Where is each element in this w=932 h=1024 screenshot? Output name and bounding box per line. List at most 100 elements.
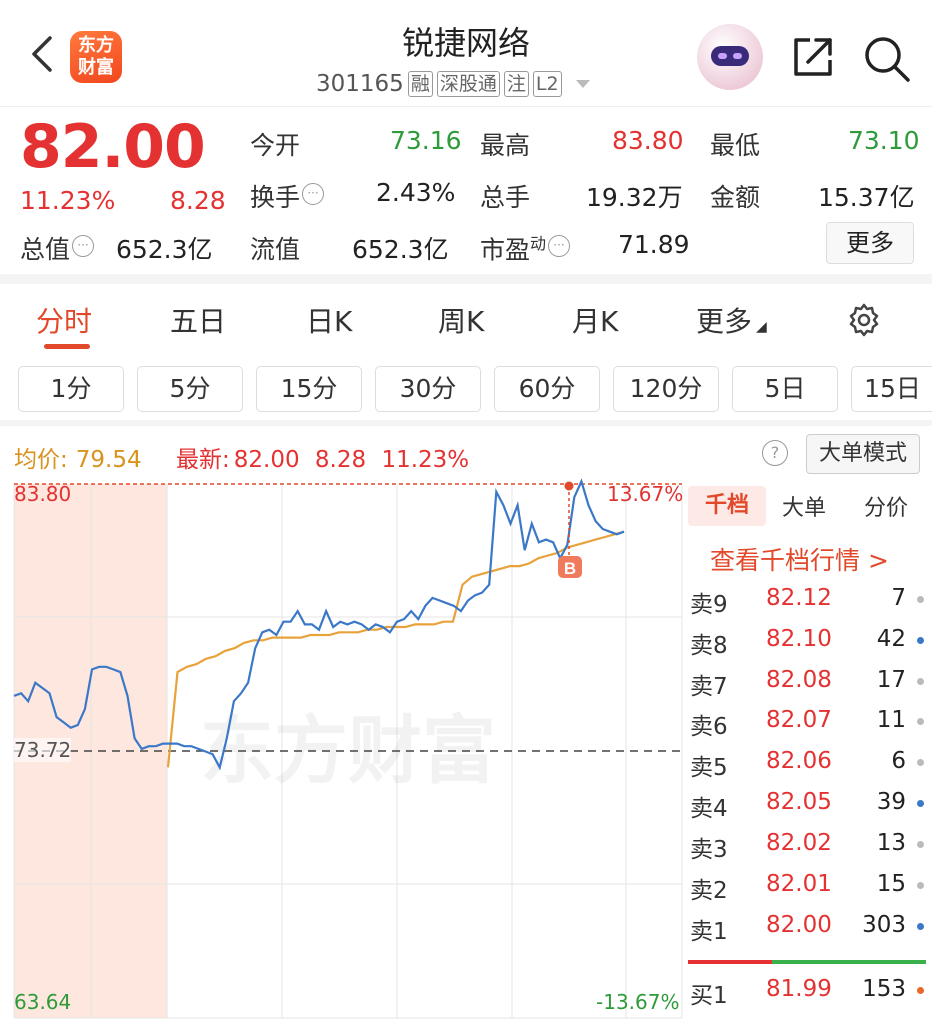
orderbook-row[interactable]: 卖2 82.01 15: [688, 871, 928, 905]
orderbook-price: 82.05: [766, 789, 832, 815]
period-15day[interactable]: 15日: [851, 366, 932, 412]
turnover-value: 2.43%: [376, 178, 456, 207]
tab-more[interactable]: 更多 ◢: [696, 305, 767, 338]
intraday-chart[interactable]: 东方财富 B 83.80 13.67% 73.72 63.64 -13.67%: [0, 478, 686, 1024]
orderbook-side: 卖8: [690, 633, 728, 659]
period-5min[interactable]: 5分: [137, 366, 243, 412]
view-depth-link[interactable]: 查看千档行情 >: [710, 546, 889, 575]
chart-watermark: 东方财富: [200, 709, 496, 792]
high-value: 83.80: [612, 126, 684, 155]
orderbook-side: 卖7: [690, 674, 728, 700]
orderbook-side: 卖2: [690, 878, 728, 904]
orderbook-side: 买1: [690, 983, 728, 1009]
orderbook-row[interactable]: 卖3 82.02 13: [688, 830, 928, 864]
orderbook-row[interactable]: 卖1 82.00 303: [688, 912, 928, 946]
y-axis-bottom-label: 63.64: [14, 990, 72, 1014]
active-tab-indicator: [44, 344, 90, 349]
orderbook-volume: 17: [876, 667, 906, 693]
orderbook-dot: [917, 718, 924, 725]
prev-close-label: 73.72: [14, 738, 72, 762]
app-logo: 东方 财富: [70, 31, 122, 83]
tab-weekly-k[interactable]: 周K: [438, 305, 485, 338]
float-value: 652.3亿: [352, 235, 449, 264]
orderbook-dot: [917, 759, 924, 766]
app-header: 东方 财富 锐捷网络 301165 融 深股通 注 L2: [0, 0, 932, 107]
more-dots-icon[interactable]: ···: [548, 235, 571, 257]
orderbook-price: 82.10: [766, 626, 832, 652]
tab-intraday[interactable]: 分时: [36, 305, 93, 338]
orderbook-tab-bigorder[interactable]: 大单: [782, 496, 827, 521]
amount-label: 金额: [710, 183, 761, 212]
orderbook-volume: 13: [876, 830, 906, 856]
orderbook-tab-price[interactable]: 分价: [864, 496, 909, 521]
period-15min[interactable]: 15分: [256, 366, 362, 412]
orderbook-row[interactable]: 卖8 82.10 42: [688, 626, 928, 660]
orderbook-row[interactable]: 卖4 82.05 39: [688, 789, 928, 823]
orderbook-price: 82.12: [766, 585, 832, 611]
period-1min[interactable]: 1分: [18, 366, 124, 412]
pe-label: 市盈动 ···: [480, 230, 571, 266]
y-axis-top-pct: 13.67%: [607, 482, 684, 506]
chevron-down-icon[interactable]: [575, 80, 590, 88]
tag-connect: 深股通: [436, 71, 500, 97]
orderbook-tab-depth[interactable]: 千档: [688, 486, 766, 526]
orderbook-row[interactable]: 买1 81.99 153: [688, 976, 928, 1010]
tab-daily-k[interactable]: 日K: [306, 305, 353, 338]
turnover-label: 换手 ···: [250, 178, 325, 214]
period-5day[interactable]: 5日: [732, 366, 838, 412]
sell-ratio-bar: [688, 960, 772, 964]
big-order-mode-button[interactable]: 大单模式: [806, 434, 920, 474]
more-dots-icon[interactable]: ···: [302, 182, 325, 205]
change-percent: 11.23%: [20, 186, 116, 215]
open-label: 今开: [250, 131, 301, 160]
orderbook-dot: [917, 882, 924, 889]
orderbook-row[interactable]: 卖6 82.07 11: [688, 707, 928, 741]
float-label: 流值: [250, 235, 301, 264]
orderbook-side: 卖6: [690, 714, 728, 740]
stock-code-row[interactable]: 301165 融 深股通 注 L2: [316, 68, 590, 100]
buy-ratio-bar: [772, 960, 926, 964]
tab-monthly-k[interactable]: 月K: [572, 305, 619, 338]
assistant-robot-icon[interactable]: [697, 24, 763, 90]
orderbook-row[interactable]: 卖9 82.12 7: [688, 585, 928, 619]
orderbook-volume: 153: [862, 976, 906, 1002]
orderbook-side: 卖4: [690, 796, 728, 822]
orderbook-dot: [917, 841, 924, 848]
change-amount: 8.28: [170, 186, 226, 215]
volume-label: 总手: [480, 183, 531, 212]
orderbook-row[interactable]: 卖7 82.08 17: [688, 667, 928, 701]
avg-price-line: [166, 530, 625, 768]
chart-grid: [13, 484, 683, 1019]
search-icon[interactable]: [862, 34, 912, 84]
period-30min[interactable]: 30分: [375, 366, 481, 412]
high-point-dot: [564, 481, 574, 491]
divider: [0, 420, 932, 426]
period-120min[interactable]: 120分: [613, 366, 719, 412]
tab-five-day[interactable]: 五日: [170, 305, 227, 338]
orderbook-volume: 303: [862, 912, 906, 938]
orderbook-price: 81.99: [766, 976, 832, 1002]
tag-registered: 注: [503, 71, 529, 97]
low-label: 最低: [710, 131, 761, 160]
stock-code: 301165: [316, 71, 404, 97]
pe-value: 71.89: [618, 230, 690, 259]
orderbook-row[interactable]: 卖5 82.06 6: [688, 748, 928, 782]
period-60min[interactable]: 60分: [494, 366, 600, 412]
latest-price: 最新: 82.00 8.28 11.23%: [176, 447, 470, 473]
orderbook-side: 卖9: [690, 592, 728, 618]
divider: [0, 274, 932, 284]
orderbook-volume: 42: [876, 626, 906, 652]
gear-icon[interactable]: [846, 302, 882, 338]
orderbook-price: 82.07: [766, 707, 832, 733]
more-quote-button[interactable]: 更多: [826, 222, 914, 264]
orderbook-dot: [917, 678, 924, 685]
help-icon[interactable]: ?: [762, 440, 788, 466]
back-arrow-icon[interactable]: [28, 34, 56, 74]
current-price: 82.00: [20, 112, 206, 182]
orderbook-volume: 6: [891, 748, 906, 774]
orderbook-volume: 15: [876, 871, 906, 897]
low-value: 73.10: [848, 126, 920, 155]
more-dots-icon[interactable]: ···: [72, 234, 95, 257]
y-axis-bottom-pct: -13.67%: [596, 990, 680, 1014]
share-icon[interactable]: [790, 34, 836, 80]
